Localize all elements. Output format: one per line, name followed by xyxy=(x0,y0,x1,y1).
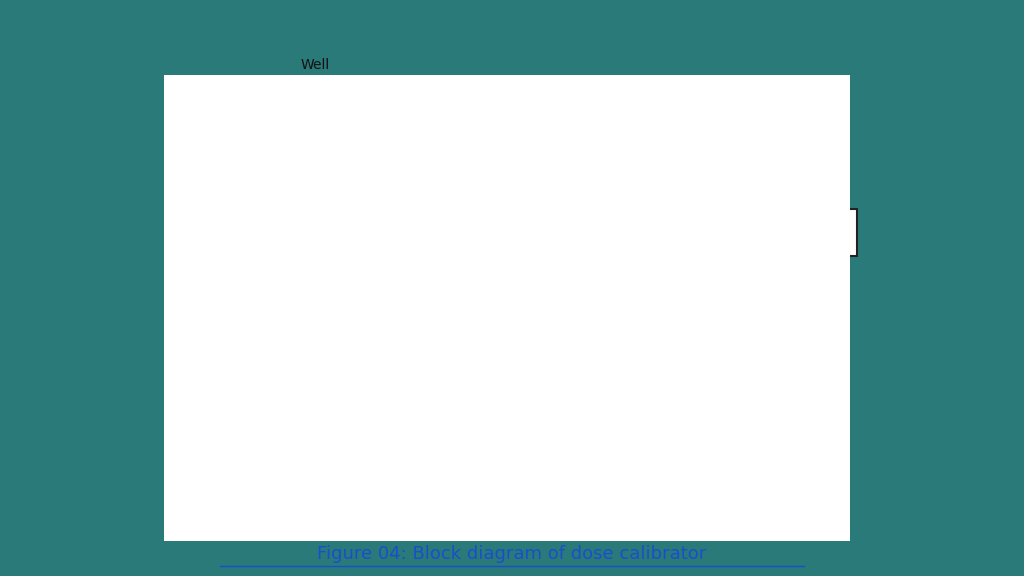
Text: Well: Well xyxy=(301,58,330,72)
Text: Anode: Anode xyxy=(449,204,493,218)
Text: Readout: Readout xyxy=(794,226,845,239)
Text: Cathode: Cathode xyxy=(459,143,517,157)
Text: Range
selector: Range selector xyxy=(602,219,651,247)
Text: Power supply: Power supply xyxy=(199,495,281,508)
Bar xyxy=(682,209,768,256)
Bar xyxy=(781,209,857,256)
Bar xyxy=(584,209,670,256)
Text: Ampmeter: Ampmeter xyxy=(495,226,560,239)
Text: Figure 04: Block diagram of dose calibrator: Figure 04: Block diagram of dose calibra… xyxy=(317,545,707,563)
Bar xyxy=(484,209,570,256)
Text: Isotope
selector: Isotope selector xyxy=(700,219,750,247)
Bar xyxy=(171,485,308,518)
